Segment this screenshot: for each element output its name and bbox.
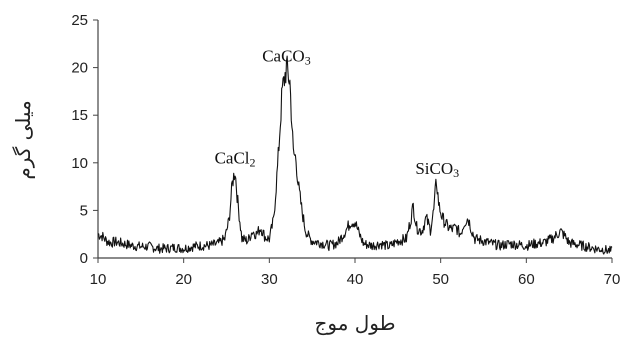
- x-axis-ticks: 10 20 30 40 50 60 70: [90, 258, 621, 288]
- y-tick-label: 0: [80, 250, 88, 267]
- x-tick-label: 50: [432, 271, 449, 288]
- peak-formula: CaCO: [262, 47, 305, 66]
- peak-label: CaCl2: [215, 148, 256, 169]
- peak-subscript: 2: [250, 155, 256, 169]
- peak-subscript: 3: [453, 166, 459, 180]
- y-tick-label: 15: [71, 107, 88, 124]
- peak-formula: SiCO: [415, 159, 453, 178]
- y-tick-label: 20: [71, 60, 88, 77]
- peak-subscript: 3: [305, 54, 311, 68]
- x-tick-label: 60: [518, 271, 535, 288]
- series-line: [97, 55, 613, 255]
- y-axis-title: میلی گرم: [11, 100, 35, 179]
- x-tick-label: 70: [604, 271, 621, 288]
- x-tick-label: 20: [175, 271, 192, 288]
- x-tick-label: 30: [261, 271, 278, 288]
- peak-label: SiCO3: [415, 159, 459, 180]
- x-tick-label: 40: [347, 271, 364, 288]
- y-tick-label: 10: [71, 155, 88, 172]
- peak-formula: CaCl: [215, 148, 250, 167]
- y-tick-label: 5: [80, 202, 88, 219]
- y-axis-ticks: 0 5 10 15 20 25: [71, 12, 98, 267]
- peak-label: CaCO3: [262, 47, 311, 68]
- x-axis-title: طول موج: [314, 311, 395, 335]
- y-tick-label: 25: [71, 12, 88, 29]
- x-tick-label: 10: [90, 271, 107, 288]
